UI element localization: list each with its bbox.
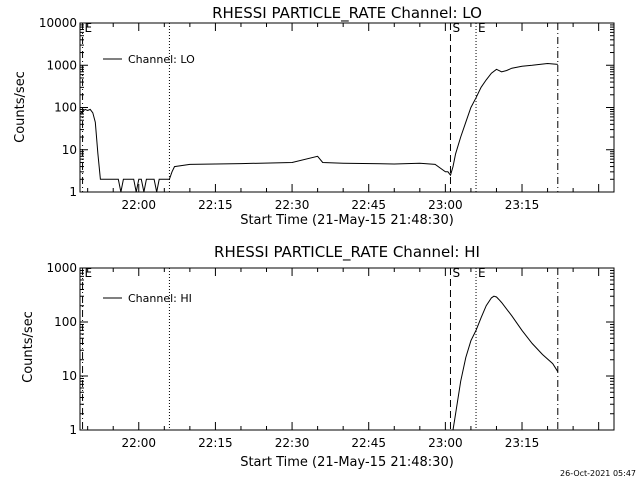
lo-chart-title: RHESSI PARTICLE_RATE Channel: LO: [212, 4, 482, 23]
y-tick-label: 10: [62, 369, 77, 383]
event-marker-label: E: [478, 21, 486, 35]
x-tick-label: 22:45: [351, 436, 386, 450]
event-marker-label: S: [452, 266, 460, 280]
x-tick-label: 23:00: [428, 198, 463, 212]
event-marker-label: E: [478, 266, 486, 280]
x-tick-label: 23:00: [428, 436, 463, 450]
hi-y-axis-label: Counts/sec: [21, 311, 36, 383]
event-marker-label: E: [85, 266, 93, 280]
hi-chart-title: RHESSI PARTICLE_RATE Channel: HI: [214, 243, 480, 262]
lo-x-axis-label: Start Time (21-May-15 21:48:30): [240, 213, 454, 228]
x-tick-label: 22:45: [351, 198, 386, 212]
event-marker-label: E: [85, 21, 93, 35]
x-tick-label: 22:30: [275, 198, 310, 212]
y-tick-label: 10: [62, 143, 77, 157]
x-tick-label: 22:15: [198, 198, 233, 212]
x-tick-label: 23:15: [505, 436, 540, 450]
y-tick-label: 1: [69, 185, 77, 199]
x-tick-label: 22:15: [198, 436, 233, 450]
x-tick-label: 23:15: [505, 198, 540, 212]
x-tick-label: 22:00: [121, 436, 156, 450]
lo-channel-panel: RHESSI PARTICLE_RATE Channel: LO Start T…: [13, 4, 615, 228]
x-tick-label: 22:30: [275, 436, 310, 450]
lo-y-axis-label: Counts/sec: [13, 71, 28, 143]
hi-channel-panel: RHESSI PARTICLE_RATE Channel: HI Start T…: [21, 243, 615, 470]
y-tick-label: 1000: [46, 261, 77, 275]
hi-x-axis-label: Start Time (21-May-15 21:48:30): [240, 455, 454, 470]
count-rate-series-line: [452, 295, 559, 431]
footer-timestamp: 26-Oct-2021 05:47: [560, 469, 636, 478]
lo-legend-label: Channel: LO: [128, 53, 195, 66]
x-tick-label: 22:00: [121, 198, 156, 212]
y-tick-label: 100: [54, 315, 77, 329]
y-tick-label: 1: [69, 423, 77, 437]
y-tick-label: 10000: [39, 16, 77, 30]
plot-frame: [79, 267, 615, 431]
y-tick-label: 1000: [46, 58, 77, 72]
y-tick-label: 100: [54, 101, 77, 115]
event-marker-label: S: [452, 21, 460, 35]
hi-legend-label: Channel: HI: [128, 292, 192, 305]
count-rate-series-line: [79, 62, 558, 193]
